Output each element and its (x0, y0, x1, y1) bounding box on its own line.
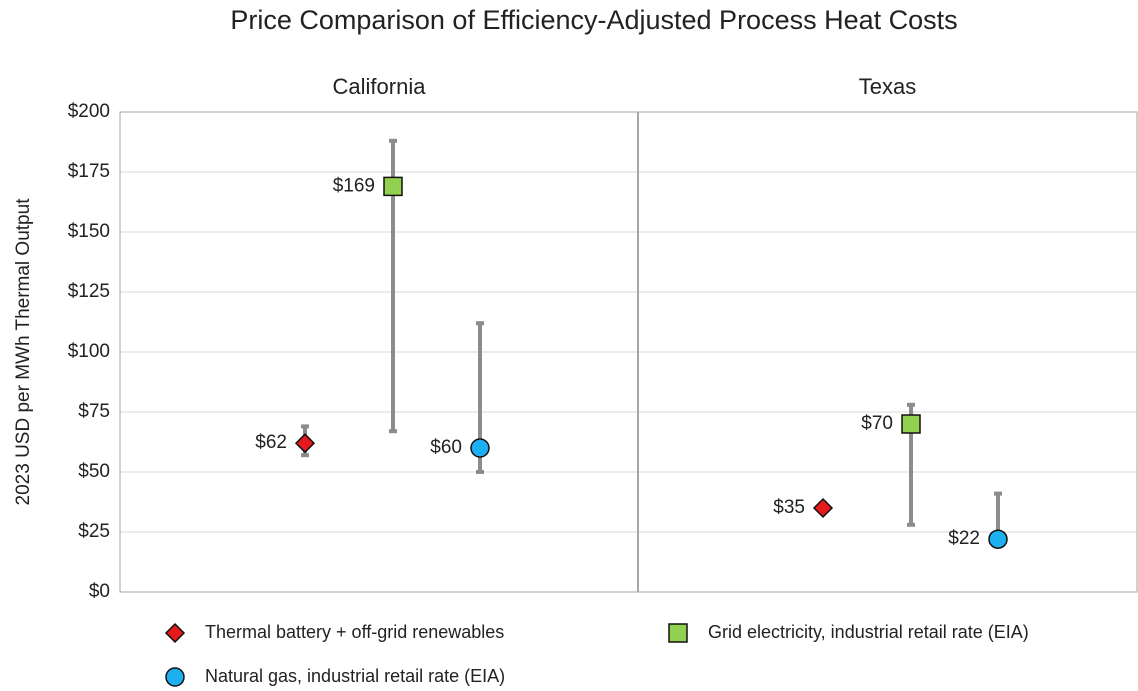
data-point (470, 438, 490, 458)
data-label: $169 (333, 175, 375, 196)
y-tick-label: $0 (89, 581, 110, 602)
y-tick-label: $150 (68, 221, 110, 242)
y-tick-label: $100 (68, 341, 110, 362)
y-tick-label: $75 (78, 401, 110, 422)
data-label: $62 (255, 432, 287, 453)
data-point (383, 176, 403, 197)
legend-label: Natural gas, industrial retail rate (EIA… (205, 666, 505, 686)
y-tick-label: $50 (78, 461, 110, 482)
data-label: $60 (430, 437, 462, 458)
y-tick-label: $200 (68, 101, 110, 122)
legend-marker (164, 622, 186, 644)
y-tick-label: $175 (68, 161, 110, 182)
legend-label: Grid electricity, industrial retail rate… (708, 622, 1029, 642)
data-point (294, 433, 316, 454)
data-point (812, 497, 834, 519)
legend-marker (668, 623, 688, 643)
data-point (901, 414, 921, 434)
data-point (988, 529, 1008, 549)
chart-title: Price Comparison of Efficiency-Adjusted … (230, 5, 957, 35)
y-tick-label: $125 (68, 281, 110, 302)
panel-label: California (333, 74, 427, 99)
data-label: $35 (773, 497, 805, 518)
legend-marker (165, 667, 185, 687)
legend-label: Thermal battery + off-grid renewables (205, 622, 504, 642)
plot-border (119, 111, 1138, 593)
data-label: $22 (948, 528, 980, 549)
y-tick-label: $25 (78, 521, 110, 542)
panel-label: Texas (859, 74, 916, 99)
y-axis-label: 2023 USD per MWh Thermal Output (13, 198, 34, 506)
data-label: $70 (861, 413, 893, 434)
